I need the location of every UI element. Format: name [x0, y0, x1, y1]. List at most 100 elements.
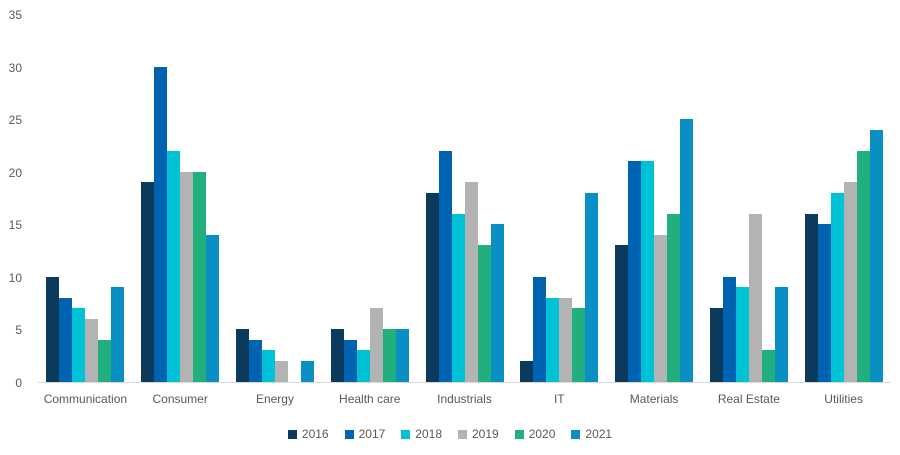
- bar-group-real-estate: [701, 15, 796, 382]
- legend-label-2020: 2020: [528, 427, 556, 441]
- bar-group-industrials: [417, 15, 512, 382]
- bar-2020-it: [572, 308, 586, 382]
- y-tick-label-10: 10: [8, 270, 22, 285]
- bar-2018-utilities: [830, 193, 844, 382]
- plot-area: [38, 15, 891, 383]
- bar-2016-it: [520, 361, 534, 382]
- bar-2021-it: [585, 193, 599, 382]
- bar-2017-materials: [628, 161, 642, 382]
- y-tick-label-15: 15: [8, 218, 22, 233]
- legend-label-2019: 2019: [472, 427, 499, 441]
- legend-label-2016: 2016: [301, 427, 329, 441]
- y-tick-label-35: 35: [8, 8, 22, 22]
- bar-2019-industrials: [464, 182, 478, 382]
- bar-2016-industrials: [425, 193, 439, 382]
- bar-2020-real-estate: [761, 350, 775, 382]
- y-tick-label-0: 0: [15, 376, 22, 390]
- bar-2020-health-care: [382, 329, 396, 382]
- x-axis-label-communication: Communication: [43, 392, 128, 406]
- legend-label-2017: 2017: [358, 427, 386, 441]
- y-tick-label-20: 20: [8, 165, 22, 180]
- bar-2021-materials: [680, 119, 694, 382]
- bar-group-health-care: [322, 15, 417, 382]
- legend-item-2016: 2016: [287, 427, 329, 441]
- x-axis-label-real-estate: Real Estate: [717, 392, 780, 406]
- bar-group-materials: [607, 15, 702, 382]
- bar-2020-materials: [667, 214, 681, 382]
- bar-2017-utilities: [817, 224, 831, 382]
- legend-swatch-2019: [458, 429, 467, 439]
- bar-2021-utilities: [869, 130, 883, 382]
- legend-swatch-2018: [401, 429, 411, 439]
- bar-2016-consumer: [141, 182, 155, 382]
- bar-2020-consumer: [193, 172, 207, 382]
- bar-2017-energy: [248, 340, 262, 382]
- legend-swatch-2021: [571, 429, 581, 439]
- bar-2021-industrials: [490, 224, 504, 382]
- bar-2020-industrials: [477, 245, 491, 382]
- bar-2017-industrials: [438, 151, 452, 382]
- x-axis-label-utilities: Utilities: [824, 392, 863, 406]
- bar-2019-energy: [274, 361, 288, 382]
- bar-2018-industrials: [451, 214, 465, 382]
- bar-2019-health-care: [369, 308, 383, 382]
- legend-label-2018: 2018: [415, 427, 442, 441]
- bar-2017-health-care: [343, 340, 357, 382]
- bar-2018-health-care: [356, 350, 370, 382]
- legend-swatch-2020: [514, 429, 524, 439]
- bar-2017-real-estate: [722, 277, 736, 382]
- bar-2019-it: [559, 298, 573, 382]
- bar-2016-communication: [46, 277, 60, 382]
- bar-2018-real-estate: [735, 287, 749, 382]
- x-axis-label-materials: Materials: [629, 392, 679, 406]
- x-axis-label-consumer: Consumer: [152, 392, 208, 406]
- x-axis-label-energy: Energy: [255, 392, 294, 406]
- bar-2019-real-estate: [748, 214, 762, 382]
- bar-2016-materials: [615, 245, 629, 382]
- legend-item-2020: 2020: [514, 427, 556, 441]
- bar-2017-it: [533, 277, 547, 382]
- bar-2018-energy: [261, 350, 275, 382]
- x-axis-label-industrials: Industrials: [437, 392, 492, 406]
- legend-item-2019: 2019: [458, 427, 499, 441]
- bar-2019-consumer: [180, 172, 194, 382]
- bar-2019-communication: [85, 319, 99, 382]
- bar-2018-materials: [641, 161, 655, 382]
- legend-swatch-2016: [287, 429, 297, 439]
- bar-2016-utilities: [804, 214, 818, 382]
- bar-group-consumer: [133, 15, 228, 382]
- bar-group-energy: [228, 15, 323, 382]
- x-axis-label-it: IT: [553, 392, 565, 406]
- x-axis-labels: Communication Consumer Energy Health care In…: [38, 392, 891, 406]
- bar-2021-communication: [111, 287, 125, 382]
- legend: 2016 2017 2018 2019 2020 2021: [0, 427, 900, 441]
- legend-swatch-2017: [344, 429, 354, 439]
- bar-2021-real-estate: [774, 287, 788, 382]
- bar-2018-it: [546, 298, 560, 382]
- x-axis-label-health-care: Health care: [339, 392, 401, 406]
- bar-2017-consumer: [154, 67, 168, 382]
- legend-item-2021: 2021: [571, 427, 612, 441]
- y-tick-label-5: 5: [15, 323, 22, 338]
- y-axis: 0 5 10 15 20 25 30 35: [0, 0, 26, 455]
- legend-label-2021: 2021: [585, 427, 613, 441]
- bar-2016-health-care: [330, 329, 344, 382]
- y-tick-label-30: 30: [8, 60, 22, 75]
- bar-2018-consumer: [167, 151, 181, 382]
- bar-group-communication: [38, 15, 133, 382]
- bar-2019-materials: [654, 235, 668, 382]
- bar-2021-energy: [300, 361, 314, 382]
- bar-2021-health-care: [395, 329, 409, 382]
- legend-item-2017: 2017: [344, 427, 386, 441]
- bar-2017-communication: [59, 298, 73, 382]
- bar-group-utilities: [796, 15, 891, 382]
- y-tick-label-25: 25: [8, 113, 22, 128]
- bar-2018-communication: [72, 308, 86, 382]
- bar-2016-energy: [235, 329, 249, 382]
- bar-2020-communication: [98, 340, 112, 382]
- legend-item-2018: 2018: [401, 427, 442, 441]
- bar-2019-utilities: [843, 182, 857, 382]
- bar-2020-utilities: [856, 151, 870, 382]
- bar-2016-real-estate: [709, 308, 723, 382]
